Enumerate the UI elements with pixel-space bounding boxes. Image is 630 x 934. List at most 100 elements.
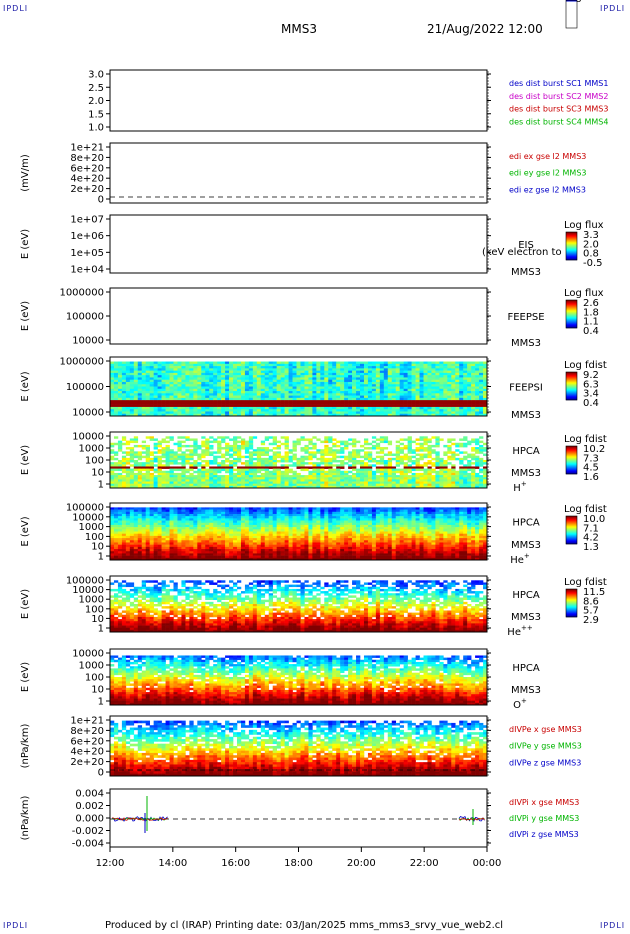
heat-cell [142,373,146,376]
heat-cell [130,375,134,378]
heat-cell [304,466,308,468]
heat-cell [368,471,372,473]
heat-cell [114,371,118,374]
heat-cell [257,475,261,477]
heat-cell [400,366,404,369]
heat-cell [328,389,332,392]
heat-cell [412,382,416,385]
heat-cell [300,375,304,378]
heat-cell [332,366,336,369]
heat-cell [304,451,308,453]
heat-cell [304,407,308,410]
heat-cell [138,389,142,392]
heat-cell [300,460,304,462]
heat-cell [364,400,368,403]
heat-cell [467,411,471,414]
heat-cell [209,551,213,553]
heat-cell [205,507,209,509]
heat-cell [213,479,217,481]
heat-cell [233,393,237,396]
heat-cell [348,479,352,481]
heat-cell [356,411,360,414]
heat-cell [420,371,424,374]
heat-cell [146,527,150,529]
heat-cell [205,387,209,390]
heat-cell [189,523,193,525]
heat-cell [281,405,285,408]
heat-cell [471,373,475,376]
heat-cell [396,405,400,408]
heat-cell [388,366,392,369]
heat-cell [297,411,301,414]
heat-cell [320,449,324,451]
heat-cell [332,469,336,471]
heat-cell [479,484,483,486]
heat-cell [281,398,285,401]
heat-cell [269,407,273,410]
heat-cell [225,445,229,447]
heat-cell [443,466,447,468]
heat-cell [170,362,174,365]
heat-cell [134,518,138,520]
heat-cell [388,407,392,410]
heat-cell [189,382,193,385]
heat-cell [312,366,316,369]
heat-cell [412,380,416,383]
heat-cell [201,449,205,451]
heat-cell [392,454,396,456]
heat-cell [328,384,332,387]
heat-cell [293,377,297,380]
heat-cell [193,447,197,449]
heat-cell [364,368,368,371]
heat-cell [475,458,479,460]
heat-cell [201,482,205,484]
heat-cell [467,441,471,443]
heat-cell [467,362,471,365]
heat-cell [122,466,126,468]
heat-cell [197,542,201,544]
heat-cell [400,405,404,408]
heat-cell [340,407,344,410]
heat-cell [360,482,364,484]
heat-cell [146,462,150,464]
heat-cell [177,538,181,540]
heat-cell [348,454,352,456]
heat-cell [435,382,439,385]
heat-cell [150,529,154,531]
heat-cell [324,364,328,367]
heat-cell [273,466,277,468]
heat-cell [221,462,225,464]
heat-cell [193,438,197,440]
heat-cell [408,464,412,466]
heat-cell [253,387,257,390]
heat-cell [348,387,352,390]
heat-cell [253,402,257,405]
heat-cell [173,553,177,555]
heat-cell [134,456,138,458]
heat-cell [150,545,154,547]
heat-cell [285,400,289,403]
heat-cell [185,405,189,408]
heat-cell [221,411,225,414]
heat-cell [134,553,138,555]
heat-cell [170,393,174,396]
heat-cell [380,484,384,486]
heat-cell [142,516,146,518]
heat-cell [118,443,122,445]
heat-cell [336,456,340,458]
heat-cell [114,540,118,542]
heat-cell [328,398,332,401]
heat-cell [245,471,249,473]
heat-cell [193,479,197,481]
heat-cell [162,398,166,401]
heat-cell [118,523,122,525]
heat-cell [376,400,380,403]
heat-cell [285,466,289,468]
heat-cell [364,407,368,410]
heat-cell [451,458,455,460]
legend-entry: edi ex gse l2 MMS3 [509,152,586,161]
heat-cell [225,458,229,460]
heat-cell [388,479,392,481]
legend-entry: edi ey gse l2 MMS3 [509,169,587,178]
heat-cell [185,384,189,387]
